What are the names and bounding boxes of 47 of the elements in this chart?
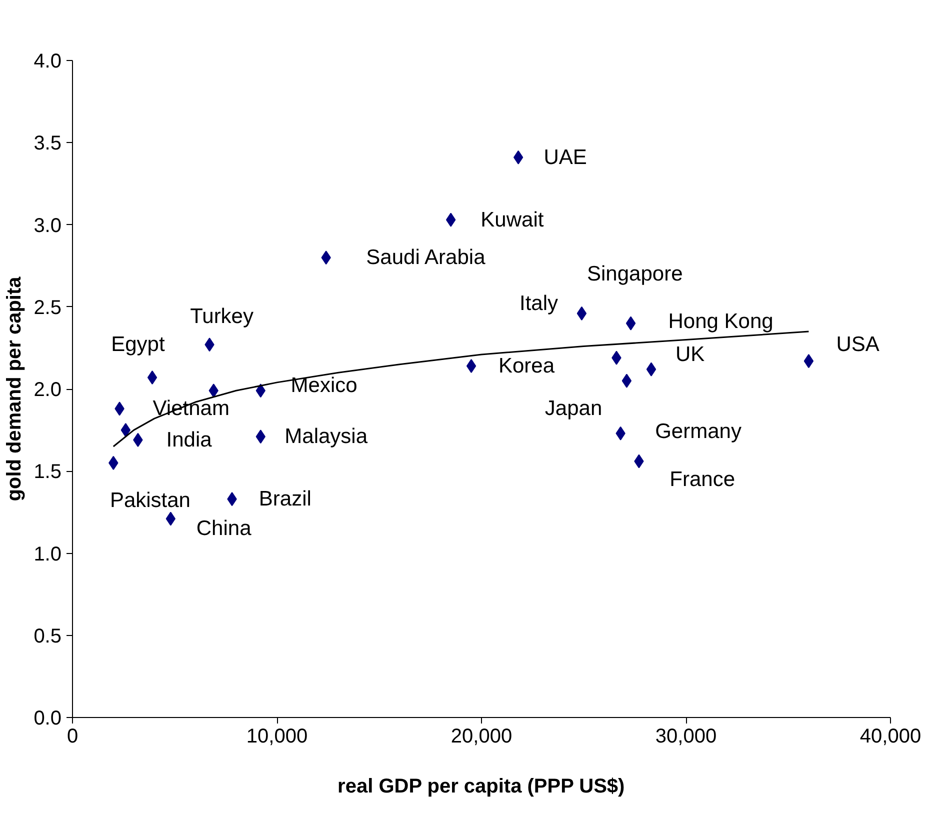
x-tick-label: 40,000 bbox=[860, 726, 922, 748]
point bbox=[446, 212, 456, 227]
annotation: Saudi Arabia bbox=[366, 246, 486, 270]
annotation: Hong Kong bbox=[668, 310, 774, 334]
x-tick-label: 30,000 bbox=[655, 726, 717, 748]
annotation: UAE bbox=[544, 146, 587, 169]
y-tick-label: 2.5 bbox=[34, 296, 62, 319]
annotation: Egypt bbox=[111, 333, 165, 356]
x-tick-label: 20,000 bbox=[450, 726, 512, 748]
y-tick-label: 0.5 bbox=[34, 625, 62, 648]
point bbox=[622, 374, 632, 388]
y-tick-label: 4.0 bbox=[34, 50, 62, 72]
y-tick-label: 3.0 bbox=[34, 214, 62, 237]
annotation: Kuwait bbox=[480, 208, 544, 232]
line-series bbox=[112, 330, 810, 448]
y-axis-title: gold demand per capita bbox=[4, 276, 26, 502]
annotation: Japan bbox=[544, 397, 602, 420]
y-tick-label: 1.5 bbox=[34, 461, 62, 484]
annotation: India bbox=[166, 428, 212, 452]
annotation: Turkey bbox=[190, 305, 254, 328]
x-tick-label: 10,000 bbox=[246, 726, 308, 748]
annotation: Italy bbox=[520, 292, 559, 316]
y-tick-label: 3.5 bbox=[34, 132, 62, 155]
point bbox=[147, 370, 158, 385]
annotation: Malaysia bbox=[284, 425, 368, 448]
annotation: Korea bbox=[498, 354, 555, 378]
point bbox=[466, 359, 476, 374]
annotation: Mexico bbox=[290, 374, 358, 398]
point bbox=[804, 354, 814, 368]
point bbox=[626, 316, 636, 330]
y-tick-label: 2.0 bbox=[34, 379, 62, 401]
y-tick-label: 0.0 bbox=[34, 708, 62, 730]
annotation: China bbox=[196, 517, 252, 540]
annotation: UK bbox=[676, 343, 705, 366]
annotation: France bbox=[670, 468, 736, 491]
point bbox=[576, 306, 587, 320]
annotation: Germany bbox=[655, 420, 742, 444]
annotation: Singapore bbox=[587, 262, 683, 286]
point bbox=[646, 362, 656, 376]
point bbox=[513, 150, 524, 164]
annotation: Brazil bbox=[258, 488, 312, 511]
point bbox=[120, 423, 131, 438]
x-tick-label: 0 bbox=[66, 726, 78, 748]
annotation: Pakistan bbox=[110, 489, 190, 512]
annotation: USA bbox=[836, 333, 880, 356]
x-axis-title: real GDP per capita (PPP US$) bbox=[338, 776, 625, 798]
y-tick-label: 1.0 bbox=[34, 543, 62, 566]
